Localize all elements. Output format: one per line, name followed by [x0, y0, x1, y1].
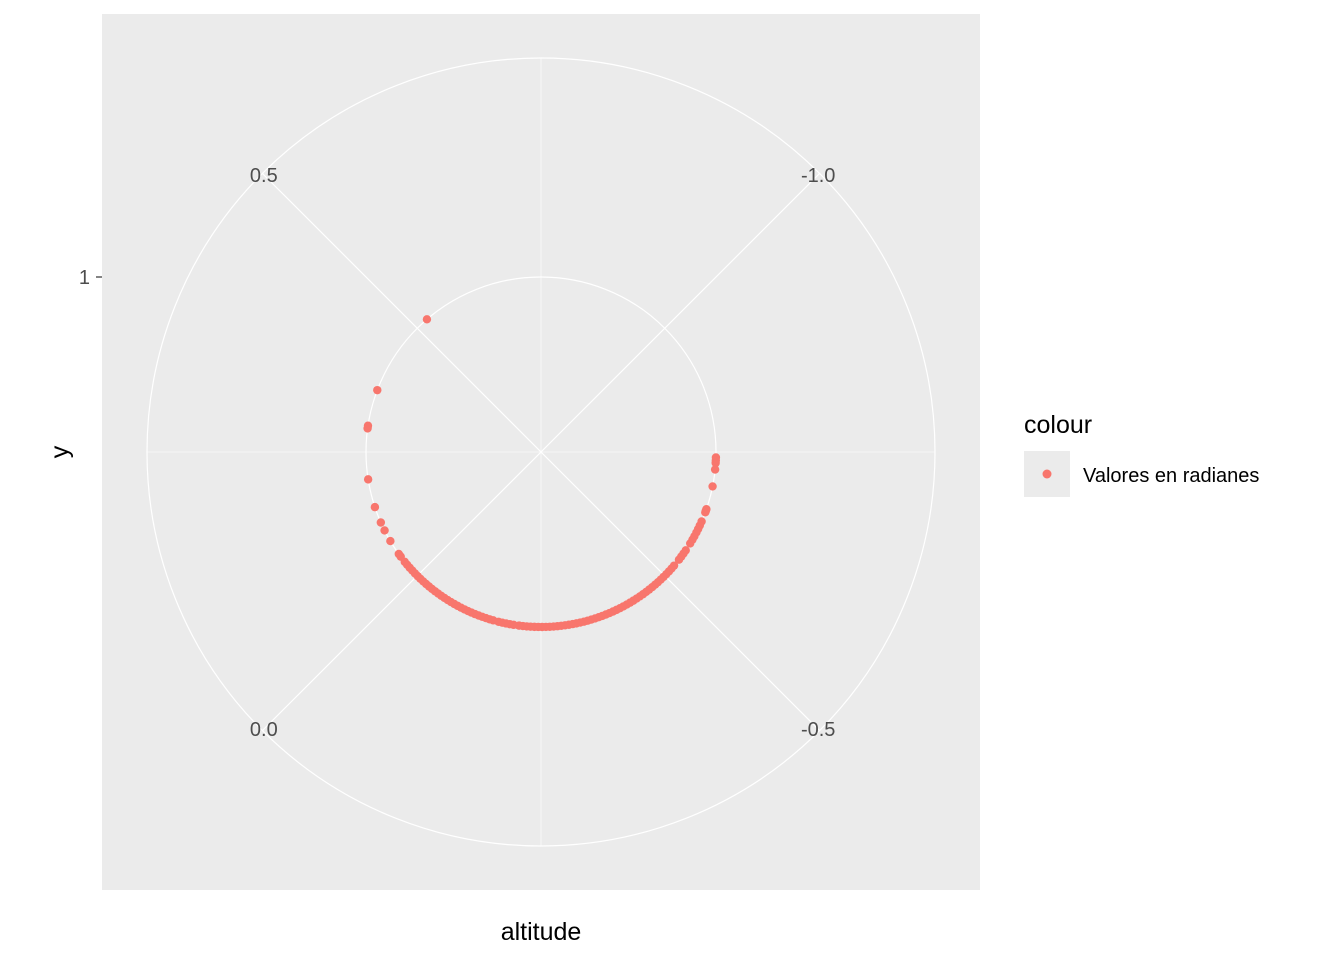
- theta-tick-label: 0.5: [250, 165, 278, 187]
- data-point: [370, 502, 380, 512]
- data-point: [373, 385, 382, 395]
- theta-tick-labels: -1.0 -0.5 0.0 0.5: [250, 165, 836, 741]
- theta-tick-label: -0.5: [801, 719, 835, 741]
- legend: colour Valores en radianes: [1024, 411, 1259, 497]
- x-axis-title: altitude: [501, 918, 582, 946]
- r-axis-tick-label: 1: [79, 267, 90, 289]
- data-point: [701, 508, 710, 517]
- data-point: [710, 465, 720, 474]
- data-point: [380, 526, 389, 535]
- data-point: [394, 549, 403, 559]
- r-axis: 1: [79, 267, 102, 289]
- data-point: [422, 315, 432, 324]
- major-gridlines: [146, 57, 936, 847]
- data-point: [711, 458, 720, 468]
- major-spoke: [261, 451, 542, 732]
- outer-circle: [146, 57, 936, 847]
- major-spoke: [540, 451, 821, 732]
- data-point: [363, 475, 373, 484]
- minor-gridlines: [147, 58, 935, 846]
- data-point: [386, 536, 395, 546]
- data-point: [686, 539, 695, 548]
- legend-label: Valores en radianes: [1083, 465, 1259, 487]
- theta-tick-label: 0.0: [250, 719, 278, 741]
- legend-title: colour: [1024, 411, 1092, 439]
- major-spoke: [540, 172, 821, 453]
- theta-tick-label: -1.0: [801, 165, 835, 187]
- major-spoke: [261, 172, 542, 453]
- data-point: [363, 421, 373, 430]
- legend-key-point: [1042, 469, 1052, 479]
- data-points: [363, 315, 721, 632]
- data-point: [708, 482, 717, 491]
- y-axis-title: y: [46, 445, 74, 458]
- data-point: [674, 555, 684, 564]
- data-point: [376, 518, 386, 527]
